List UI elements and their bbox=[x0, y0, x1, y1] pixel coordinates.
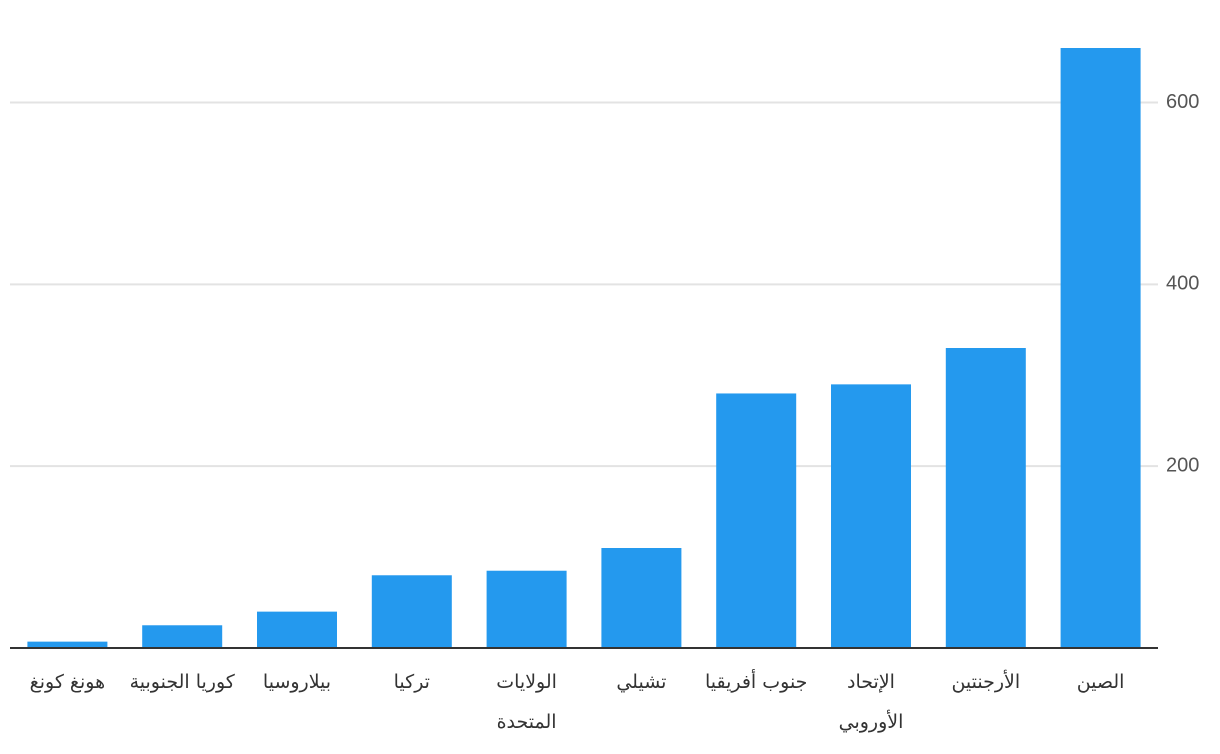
bar bbox=[27, 641, 108, 648]
x-tick-label: كوريا الجنوبية bbox=[129, 671, 235, 693]
y-tick-label: 600 bbox=[1166, 91, 1199, 113]
x-tick-label: جنوب أفريقيا bbox=[704, 671, 808, 693]
bar bbox=[486, 570, 567, 648]
x-tick-label: الأرجنتين bbox=[951, 671, 1021, 693]
y-tick-label: 200 bbox=[1166, 454, 1199, 476]
bar bbox=[257, 611, 337, 648]
bar bbox=[142, 625, 223, 648]
bar bbox=[945, 348, 1026, 648]
bar bbox=[601, 548, 682, 648]
x-tick-label: بيلاروسيا bbox=[262, 671, 332, 693]
x-tick-label: الإتحاد الأوروبي bbox=[838, 671, 904, 733]
x-tick-label: تشيلي bbox=[616, 671, 667, 693]
bar bbox=[1060, 48, 1141, 648]
x-tick-label: هونغ كونغ bbox=[29, 671, 106, 693]
bar bbox=[716, 393, 797, 648]
x-tick-label: تركيا bbox=[393, 671, 430, 693]
bar bbox=[831, 384, 911, 648]
y-tick-label: 400 bbox=[1166, 273, 1199, 295]
x-tick-label: الولايات المتحدة bbox=[496, 671, 557, 733]
x-tick-label: الصين bbox=[1076, 671, 1125, 693]
bar bbox=[371, 575, 452, 648]
